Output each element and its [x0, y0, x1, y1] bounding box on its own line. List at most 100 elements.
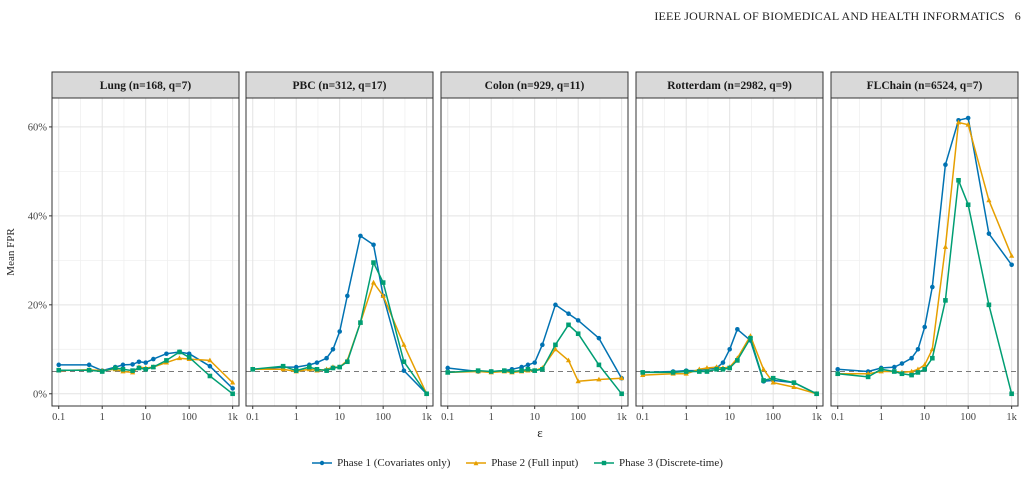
- data-point-phase3: [865, 374, 871, 380]
- data-point-phase2: [704, 365, 710, 370]
- x-tick-label: 10: [140, 412, 151, 423]
- data-point-phase3: [714, 367, 719, 372]
- x-tick-label: 1k: [616, 412, 627, 423]
- x-tick-label: 0.1: [52, 412, 65, 423]
- x-tick-label: 100: [570, 412, 586, 423]
- data-point-phase1: [892, 364, 897, 370]
- panel-title: Colon (n=929, q=11): [485, 80, 585, 92]
- data-point-phase3: [748, 335, 753, 341]
- data-point-phase2: [986, 197, 992, 203]
- data-point-phase1: [727, 346, 732, 352]
- data-point-phase1: [525, 362, 531, 368]
- panel-title: Rotterdam (n=2982, q=9): [667, 80, 792, 92]
- data-point-phase2: [770, 379, 776, 385]
- x-tick-label: 1: [489, 412, 494, 423]
- y-tick-label: 60%: [28, 122, 48, 133]
- data-point-phase1: [151, 356, 156, 362]
- legend-item-phase2: Phase 2 (Full input): [465, 457, 578, 469]
- data-point-phase3: [791, 380, 797, 385]
- data-point-phase2: [176, 355, 183, 361]
- data-point-phase3: [324, 368, 329, 373]
- data-point-phase2: [1009, 253, 1015, 258]
- data-point-phase3: [280, 363, 286, 369]
- x-tick-label: 1k: [227, 412, 238, 423]
- data-point-phase3: [314, 367, 320, 372]
- x-tick-label: 0.1: [636, 412, 649, 423]
- data-point-phase2: [942, 244, 949, 249]
- data-point-phase3: [143, 367, 148, 372]
- legend: Phase 1 (Covariates only) Phase 2 (Full …: [0, 457, 1034, 470]
- data-point-phase3: [943, 298, 948, 303]
- data-point-phase3: [814, 391, 819, 397]
- data-point-phase1: [922, 324, 927, 330]
- x-tick-label: 1k: [421, 412, 432, 423]
- panel-4: Rotterdam (n=2982, q=9) 0.1 1 10 100 1k: [635, 71, 824, 423]
- data-point-phase3: [99, 369, 105, 374]
- data-point-phase1: [120, 362, 126, 368]
- data-point-phase3: [358, 320, 363, 325]
- x-tick-label: 1: [100, 412, 105, 423]
- data-point-phase1: [575, 318, 581, 323]
- data-point-phase3: [892, 369, 897, 374]
- data-point-phase3: [704, 369, 710, 374]
- data-point-phase1: [943, 162, 948, 168]
- data-point-phase1: [207, 363, 213, 369]
- data-point-phase3: [186, 354, 192, 360]
- x-tick-label: 1k: [1006, 412, 1017, 423]
- data-point-phase2: [965, 121, 971, 127]
- data-point-phase3: [640, 370, 646, 375]
- data-point-phase1: [56, 362, 62, 368]
- legend-item-phase1: Phase 1 (Covariates only): [311, 457, 450, 469]
- y-tick-label: 20%: [28, 300, 48, 311]
- data-point-phase1: [401, 368, 407, 373]
- data-point-phase1: [445, 365, 451, 371]
- page-header: IEEE JOURNAL OF BIOMEDICAL AND HEALTH IN…: [654, 9, 1021, 24]
- page-number: 6: [1014, 9, 1021, 23]
- data-point-phase1: [314, 360, 320, 365]
- data-point-phase3: [445, 370, 451, 375]
- data-point-phase3: [727, 365, 732, 371]
- data-point-phase1: [540, 342, 545, 348]
- data-point-phase3: [553, 342, 558, 348]
- data-point-phase2: [280, 366, 286, 372]
- data-point-phase1: [337, 329, 342, 334]
- data-point-phase2: [760, 366, 767, 372]
- x-tick-label: 1: [684, 412, 689, 423]
- x-tick-label: 1k: [811, 412, 822, 423]
- data-point-phase3: [956, 177, 961, 183]
- legend-label-phase1: Phase 1 (Covariates only): [337, 457, 451, 469]
- data-point-phase3: [337, 364, 342, 370]
- data-point-phase3: [509, 369, 515, 374]
- data-point-phase1: [358, 233, 363, 239]
- panel-1: Lung (n=168, q=7) 0.1 1 10 100 1k 0% 20% 40% 60%: [28, 71, 240, 423]
- data-point-phase3: [670, 370, 676, 375]
- data-point-phase2: [865, 370, 871, 376]
- data-point-phase3: [177, 349, 182, 355]
- x-tick-label: 100: [375, 412, 391, 423]
- x-tick-label: 100: [181, 412, 197, 423]
- data-point-phase1: [986, 231, 992, 236]
- data-point-phase1: [330, 346, 336, 352]
- panel-2: PBC (n=312, q=17) 0.1 1 10 100 1k: [245, 71, 434, 423]
- data-point-phase1: [345, 293, 350, 299]
- y-axis-title: Mean FPR: [5, 228, 17, 276]
- data-point-phase1: [915, 346, 921, 352]
- data-point-phase2: [401, 342, 407, 347]
- data-point-phase3: [488, 369, 494, 374]
- x-tick-label: 0.1: [441, 412, 454, 423]
- data-point-phase3: [683, 369, 689, 374]
- data-point-phase1: [86, 362, 92, 368]
- x-tick-label: 1: [294, 412, 299, 423]
- x-tick-label: 10: [334, 412, 345, 423]
- x-axis-title: ε: [537, 425, 543, 440]
- data-point-phase3: [502, 368, 507, 373]
- data-point-phase1: [230, 386, 235, 391]
- data-point-phase1: [930, 284, 935, 290]
- data-point-phase2: [955, 119, 962, 125]
- data-point-phase2: [915, 366, 921, 372]
- panel-strip: [635, 71, 824, 99]
- data-point-phase3: [424, 391, 429, 397]
- x-tick-label: 0.1: [246, 412, 259, 423]
- data-point-phase2: [370, 279, 377, 285]
